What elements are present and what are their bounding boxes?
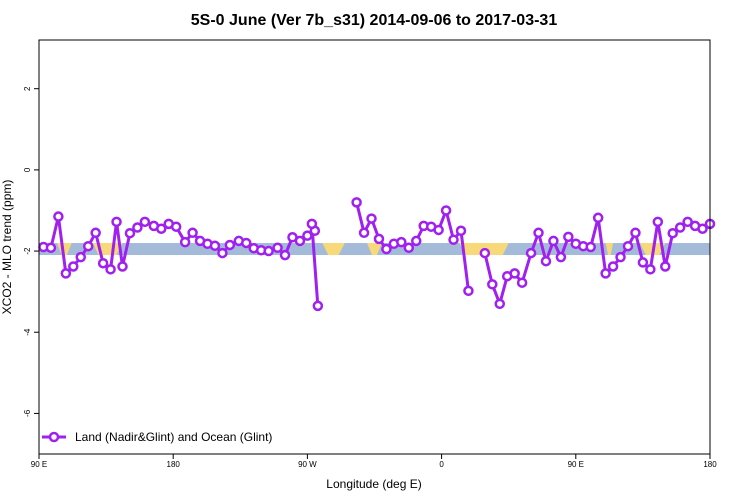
data-point <box>105 264 116 275</box>
data-point <box>97 257 109 269</box>
data-point <box>411 235 422 247</box>
data-point <box>272 242 283 254</box>
data-point <box>53 211 64 222</box>
chart-title: 5S-0 June (Ver 7b_s31) 2014-09-06 to 201… <box>191 12 558 29</box>
data-point <box>448 234 459 245</box>
data-point <box>312 300 324 312</box>
data-point <box>60 268 72 279</box>
data-point <box>600 268 611 279</box>
data-point <box>279 249 291 261</box>
data-point <box>697 223 708 234</box>
x-tick-label-2: 90 W <box>298 460 317 469</box>
data-point <box>306 218 318 230</box>
x-tick-label-1: 180 <box>167 460 181 469</box>
data-point <box>294 235 306 247</box>
data-point <box>358 227 370 239</box>
x-tick-label-4: 90 E <box>568 460 584 469</box>
x-axis-label: Longitude (deg E) <box>326 477 421 491</box>
x-axis: 90 E 180 90 W 0 90 E 180 <box>31 454 717 469</box>
x-tick-label-5: 180 <box>703 460 717 469</box>
data-point <box>156 223 167 234</box>
data-point <box>396 236 407 248</box>
reference-band <box>39 243 710 256</box>
plot-area <box>38 39 716 455</box>
data-point <box>674 222 686 233</box>
data-point <box>455 225 467 237</box>
data-point <box>548 235 559 247</box>
legend: Land (Nadir&Glint) and Ocean (Glint) <box>42 430 272 444</box>
data-point <box>463 285 474 297</box>
y-tick-label-4: -6 <box>23 409 32 417</box>
data-point <box>373 233 385 245</box>
data-point <box>440 205 452 216</box>
series-layer <box>38 197 716 312</box>
data-point <box>487 279 498 290</box>
data-point <box>45 242 57 254</box>
data-point <box>563 231 574 243</box>
data-point <box>403 242 415 254</box>
x-tick-label-3: 0 <box>439 460 444 469</box>
legend-marker-swatch <box>48 431 60 443</box>
data-point <box>555 251 567 263</box>
data-point <box>68 261 79 272</box>
data-point <box>660 261 671 272</box>
data-point <box>209 240 221 252</box>
y-tick-label-1: 0 <box>23 167 32 172</box>
data-point <box>516 277 528 288</box>
data-point <box>90 227 101 239</box>
data-point <box>652 216 664 228</box>
data-point <box>494 298 506 310</box>
data-point <box>381 243 392 255</box>
data-point <box>124 227 136 239</box>
data-point <box>224 239 236 251</box>
band-land-segment-0 <box>56 243 72 256</box>
data-point <box>607 261 619 272</box>
data-point <box>82 240 94 252</box>
data-point <box>622 240 634 252</box>
data-point <box>117 261 128 272</box>
data-point <box>509 268 520 279</box>
data-point <box>366 213 377 224</box>
legend-label: Land (Nadir&Glint) and Ocean (Glint) <box>75 430 272 444</box>
y-axis-label: XCO2 - MLO trend (ppm) <box>0 180 14 315</box>
data-point <box>637 257 649 268</box>
data-point <box>630 227 641 239</box>
y-axis: 2 0 -2 -4 -6 <box>23 86 39 417</box>
data-point <box>433 224 444 236</box>
data-point <box>585 241 596 253</box>
data-point <box>592 212 604 224</box>
data-point <box>533 227 544 239</box>
y-tick-label-3: -4 <box>23 328 32 336</box>
band-land-segment-2 <box>322 243 345 256</box>
band-land-segment-3 <box>367 243 382 256</box>
data-point <box>263 245 274 257</box>
data-point <box>479 247 491 259</box>
data-point <box>241 237 252 249</box>
data-point <box>682 216 693 228</box>
y-tick-label-2: -2 <box>23 247 32 255</box>
data-point <box>667 227 678 239</box>
data-point <box>139 216 151 228</box>
data-point <box>645 264 656 275</box>
data-point <box>525 247 537 259</box>
data-point <box>187 227 198 239</box>
data-point <box>111 216 122 228</box>
data-point <box>75 251 87 263</box>
data-point <box>351 197 362 208</box>
data-point <box>179 236 191 248</box>
band-land-segment-5 <box>605 243 614 256</box>
data-point <box>615 251 626 263</box>
data-point <box>170 221 182 232</box>
plot-frame <box>38 39 711 455</box>
data-point <box>302 230 313 241</box>
data-point <box>540 255 552 267</box>
x-tick-label-0: 90 E <box>31 460 47 469</box>
data-point <box>132 222 143 233</box>
data-point <box>217 247 228 259</box>
y-tick-label-0: 2 <box>23 86 32 91</box>
series-line-segment-1 <box>310 223 320 306</box>
